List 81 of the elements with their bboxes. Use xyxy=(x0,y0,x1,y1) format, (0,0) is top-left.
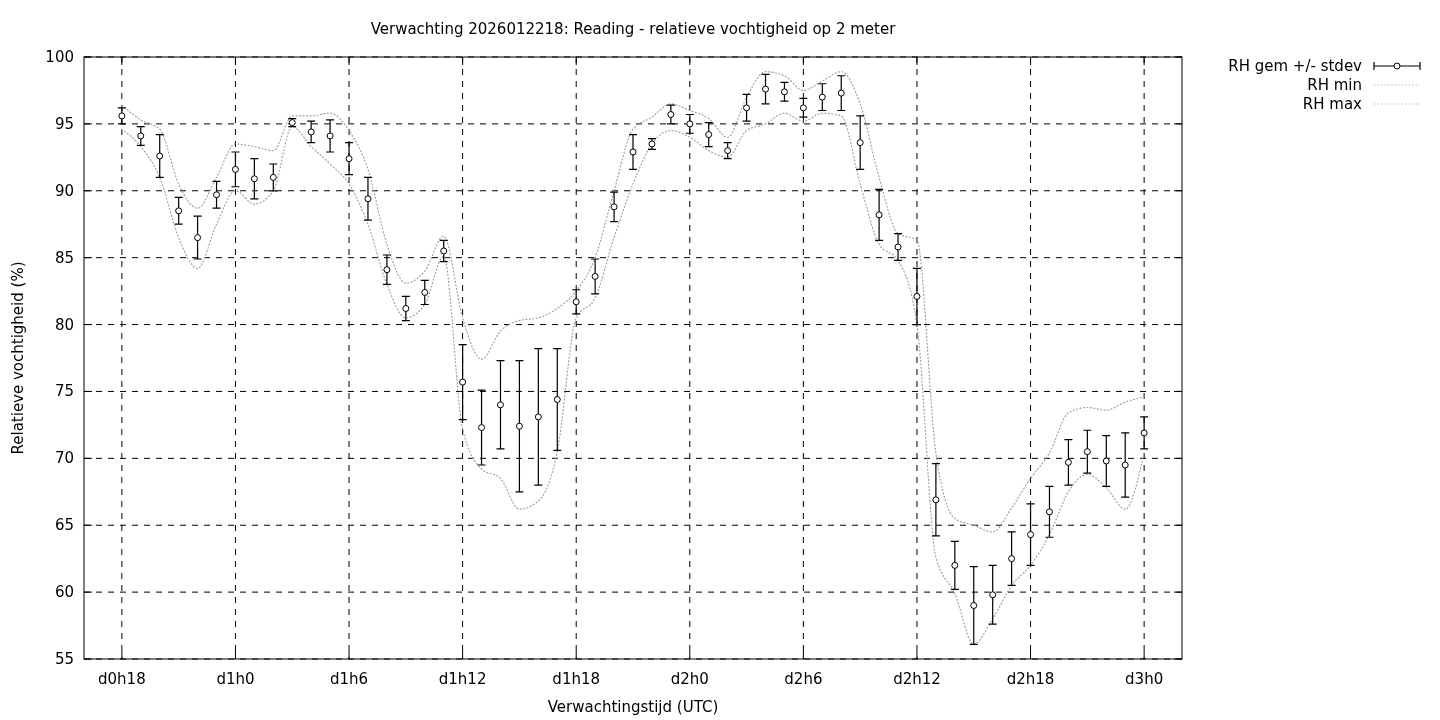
y-tick-label: 80 xyxy=(54,315,74,334)
point xyxy=(762,85,770,93)
x-tick-label: d1h6 xyxy=(329,670,369,688)
point xyxy=(610,203,618,211)
point xyxy=(780,88,788,96)
point xyxy=(213,191,221,199)
y-axis-title: Relatieve vochtigheid (%) xyxy=(9,261,27,455)
point xyxy=(156,152,164,160)
point xyxy=(894,243,902,251)
x-tick-label: d2h18 xyxy=(1006,670,1055,688)
point xyxy=(383,266,391,274)
y-tick-label: 90 xyxy=(54,181,74,200)
point xyxy=(402,305,410,312)
point xyxy=(629,148,637,156)
point xyxy=(1027,531,1035,539)
line-series xyxy=(121,112,1145,645)
point xyxy=(496,401,504,409)
point xyxy=(572,298,580,306)
x-tick-label: d0h18 xyxy=(98,670,146,688)
point xyxy=(818,93,826,101)
legend-label: RH gem +/- stdev xyxy=(1228,57,1363,75)
point xyxy=(194,234,202,242)
point xyxy=(686,120,694,128)
point xyxy=(1083,448,1091,456)
point xyxy=(799,104,807,112)
x-tick-label: d3h0 xyxy=(1125,670,1164,688)
y-tick-label: 60 xyxy=(54,583,74,602)
point xyxy=(970,601,978,609)
y-tick-label: 75 xyxy=(54,382,74,401)
point xyxy=(515,422,523,430)
chart-title: Verwachting 2026012218: Reading - relatieve vochtigheid op 2 meter xyxy=(370,20,897,38)
point xyxy=(326,132,334,140)
point xyxy=(478,424,486,432)
point xyxy=(1045,508,1053,516)
point xyxy=(137,132,145,140)
point xyxy=(421,288,429,296)
point xyxy=(1064,458,1072,466)
x-tick-label: d1h0 xyxy=(216,670,255,688)
point xyxy=(364,195,372,203)
point xyxy=(724,147,732,155)
point xyxy=(856,139,864,147)
point xyxy=(705,131,713,139)
point xyxy=(837,89,845,97)
y-tick-label: 70 xyxy=(54,449,74,468)
x-tick-label: d1h18 xyxy=(552,670,601,688)
point xyxy=(932,496,940,504)
point xyxy=(534,413,542,421)
point xyxy=(743,104,751,112)
point xyxy=(591,272,599,280)
point xyxy=(175,207,183,215)
point xyxy=(118,112,126,120)
x-tick-label: d2h6 xyxy=(784,670,823,688)
point xyxy=(1121,461,1129,469)
point xyxy=(269,173,277,181)
point xyxy=(875,211,883,219)
point xyxy=(553,395,561,403)
point xyxy=(913,292,921,300)
x-axis-title: Verwachtingstijd (UTC) xyxy=(547,698,719,716)
y-tick-label: 100 xyxy=(45,48,74,66)
point xyxy=(1008,555,1016,563)
point xyxy=(667,111,675,119)
point xyxy=(250,175,258,183)
point xyxy=(307,128,315,136)
x-tick-label: d1h12 xyxy=(438,670,487,688)
point xyxy=(440,247,448,255)
legend-label: RH min xyxy=(1307,76,1362,94)
point xyxy=(231,165,239,173)
x-tick-label: d2h12 xyxy=(893,670,941,688)
y-tick-label: 85 xyxy=(54,248,74,267)
point xyxy=(951,561,959,569)
y-tick-label: 65 xyxy=(54,516,74,535)
point xyxy=(989,591,997,599)
y-tick-label: 95 xyxy=(54,114,74,133)
point xyxy=(1102,457,1110,465)
x-tick-label: d2h0 xyxy=(670,670,709,688)
point xyxy=(1140,429,1148,437)
point xyxy=(459,378,467,386)
y-tick-label: 55 xyxy=(54,650,74,668)
line-series xyxy=(121,71,1145,533)
legend-label: RH max xyxy=(1302,95,1363,113)
point xyxy=(345,155,353,163)
